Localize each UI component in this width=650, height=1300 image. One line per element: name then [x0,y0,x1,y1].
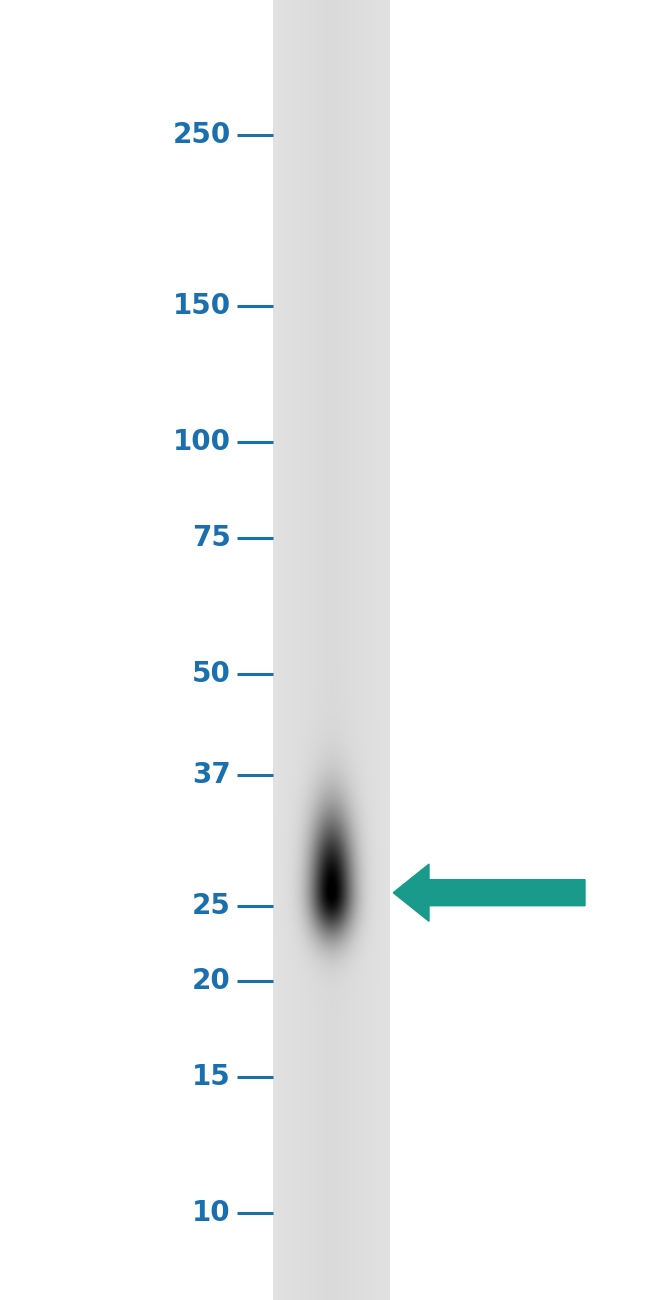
Text: 50: 50 [192,659,231,688]
Text: 75: 75 [192,524,231,552]
Text: 250: 250 [172,121,231,148]
Text: 10: 10 [192,1199,231,1227]
Text: 150: 150 [173,291,231,320]
Text: 15: 15 [192,1063,231,1091]
Text: 37: 37 [192,760,231,789]
Text: 20: 20 [192,967,231,995]
Text: 100: 100 [173,428,231,455]
Text: 25: 25 [192,892,231,920]
Polygon shape [393,864,585,922]
